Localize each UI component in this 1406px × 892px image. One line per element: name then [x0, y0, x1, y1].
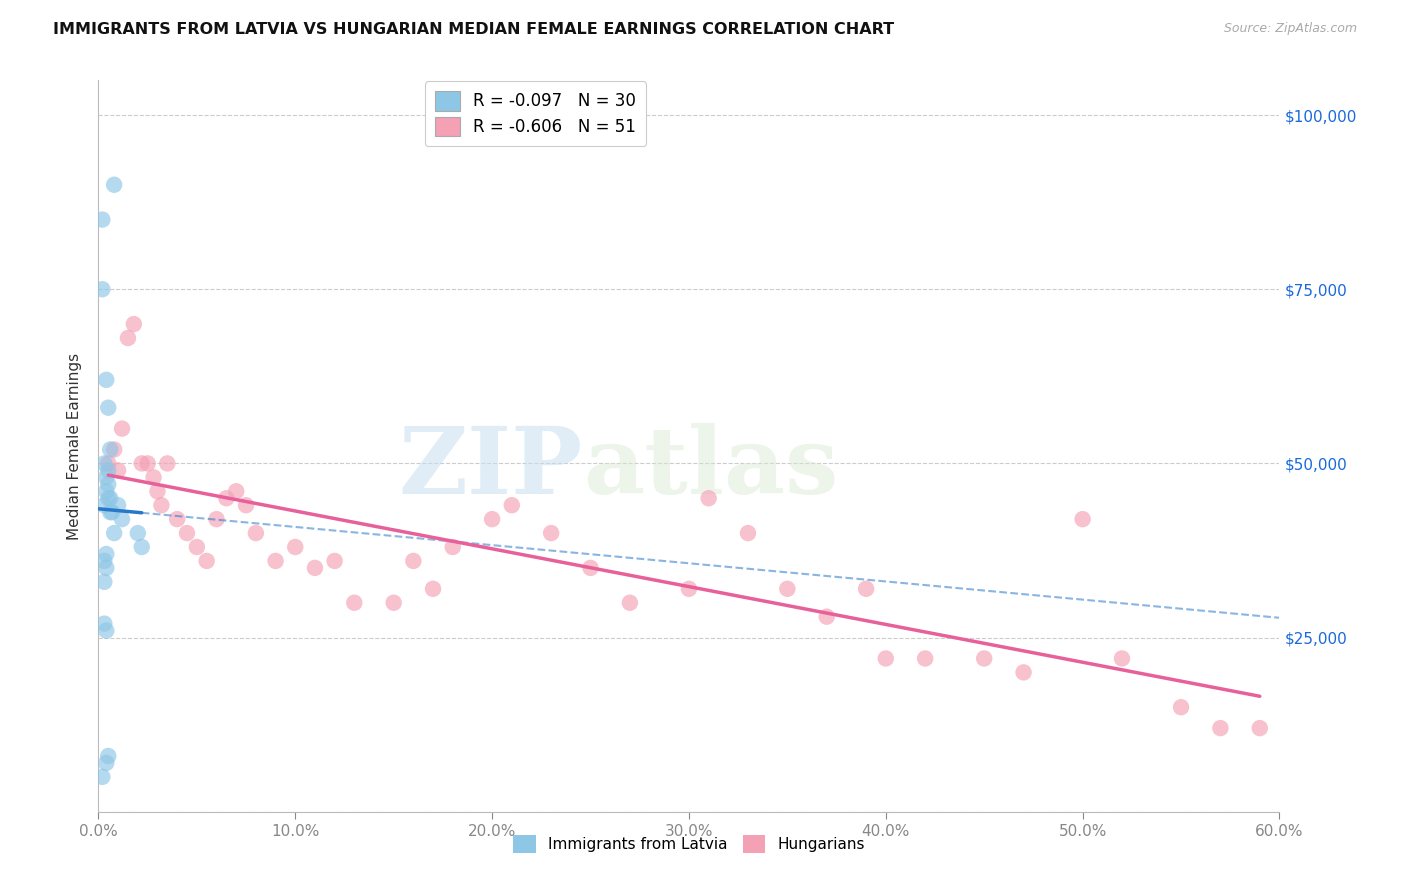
Point — [402, 554, 425, 568]
Point — [737, 526, 759, 541]
Point — [579, 561, 602, 575]
Point — [176, 526, 198, 541]
Point — [422, 582, 444, 596]
Point — [776, 582, 799, 596]
Point — [93, 574, 115, 589]
Point — [91, 282, 114, 296]
Point — [245, 526, 267, 541]
Point — [93, 616, 115, 631]
Point — [97, 401, 120, 415]
Point — [1012, 665, 1035, 680]
Point — [1170, 700, 1192, 714]
Point — [382, 596, 405, 610]
Point — [131, 457, 153, 471]
Point — [225, 484, 247, 499]
Point — [284, 540, 307, 554]
Y-axis label: Median Female Earnings: Median Female Earnings — [67, 352, 83, 540]
Point — [111, 421, 134, 435]
Point — [136, 457, 159, 471]
Point — [973, 651, 995, 665]
Point — [91, 212, 114, 227]
Point — [107, 463, 129, 477]
Point — [107, 498, 129, 512]
Point — [98, 491, 121, 506]
Point — [150, 498, 173, 512]
Point — [215, 491, 238, 506]
Text: IMMIGRANTS FROM LATVIA VS HUNGARIAN MEDIAN FEMALE EARNINGS CORRELATION CHART: IMMIGRANTS FROM LATVIA VS HUNGARIAN MEDI… — [53, 22, 894, 37]
Point — [93, 457, 115, 471]
Point — [146, 484, 169, 499]
Point — [914, 651, 936, 665]
Point — [103, 526, 125, 541]
Point — [96, 547, 118, 561]
Point — [855, 582, 877, 596]
Point — [195, 554, 218, 568]
Point — [96, 561, 118, 575]
Point — [98, 505, 121, 519]
Point — [97, 463, 120, 477]
Point — [875, 651, 897, 665]
Legend: Immigrants from Latvia, Hungarians: Immigrants from Latvia, Hungarians — [506, 829, 872, 859]
Point — [103, 442, 125, 457]
Point — [122, 317, 145, 331]
Point — [264, 554, 287, 568]
Point — [97, 457, 120, 471]
Point — [97, 477, 120, 491]
Point — [142, 470, 165, 484]
Point — [103, 178, 125, 192]
Text: Source: ZipAtlas.com: Source: ZipAtlas.com — [1223, 22, 1357, 36]
Point — [131, 540, 153, 554]
Point — [304, 561, 326, 575]
Point — [678, 582, 700, 596]
Text: ZIP: ZIP — [398, 423, 582, 513]
Point — [101, 505, 124, 519]
Text: atlas: atlas — [582, 423, 838, 513]
Point — [96, 470, 118, 484]
Point — [166, 512, 188, 526]
Point — [205, 512, 228, 526]
Point — [235, 498, 257, 512]
Point — [1071, 512, 1094, 526]
Point — [96, 484, 118, 499]
Point — [697, 491, 720, 506]
Point — [619, 596, 641, 610]
Point — [93, 554, 115, 568]
Point — [1111, 651, 1133, 665]
Point — [1249, 721, 1271, 735]
Point — [111, 512, 134, 526]
Point — [815, 609, 838, 624]
Point — [91, 770, 114, 784]
Point — [501, 498, 523, 512]
Point — [97, 749, 120, 764]
Point — [96, 624, 118, 638]
Point — [481, 512, 503, 526]
Point — [127, 526, 149, 541]
Point — [117, 331, 139, 345]
Point — [323, 554, 346, 568]
Point — [156, 457, 179, 471]
Point — [97, 491, 120, 506]
Point — [96, 756, 118, 770]
Point — [1209, 721, 1232, 735]
Point — [441, 540, 464, 554]
Point — [540, 526, 562, 541]
Point — [186, 540, 208, 554]
Point — [96, 373, 118, 387]
Point — [93, 498, 115, 512]
Point — [98, 442, 121, 457]
Point — [343, 596, 366, 610]
